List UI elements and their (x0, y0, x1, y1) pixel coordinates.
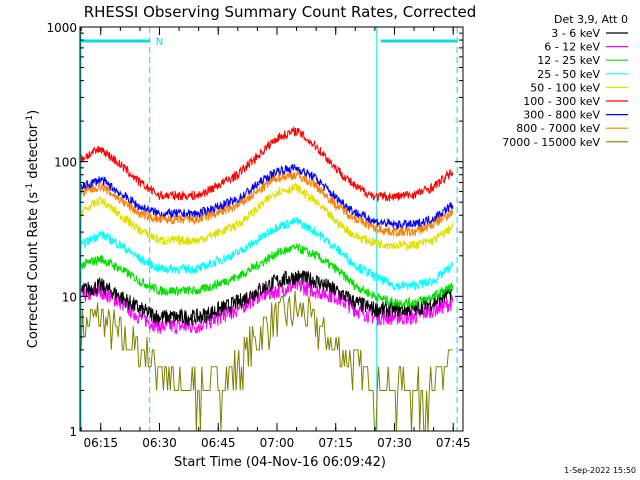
x-tick-label-6: 07:45 (436, 436, 471, 450)
legend-label-6: 300 - 800 keV (523, 109, 600, 122)
legend-label-5: 100 - 300 keV (523, 95, 600, 108)
legend-label-0: 3 - 6 keV (551, 27, 600, 40)
x-tick-label-2: 06:45 (201, 436, 236, 450)
night-marker-label: N (156, 37, 163, 48)
series-line-1 (80, 277, 454, 334)
timestamp: 1-Sep-2022 15:50 (564, 466, 636, 475)
series-line-5 (80, 126, 454, 203)
y-tick-label-2: 100 (54, 156, 77, 170)
legend-label-7: 800 - 7000 keV (516, 122, 600, 135)
y-axis-label-sup2: -1 (25, 115, 35, 124)
y-axis-label-end: ) (26, 110, 41, 115)
legend-label-4: 50 - 100 keV (530, 81, 600, 94)
legend-label-1: 6 - 12 keV (544, 41, 600, 54)
x-axis-label: Start Time (04-Nov-16 06:09:42) (174, 455, 386, 470)
legend-label-2: 12 - 25 keV (537, 54, 600, 67)
y-axis-label: Corrected Count Rate (s-1 detector-1) (25, 110, 41, 348)
series-line-7 (80, 170, 454, 238)
y-axis-label-sup1: -1 (25, 183, 35, 192)
series-line-2 (80, 243, 454, 309)
series-line-8 (80, 290, 453, 432)
series-layer (80, 126, 454, 432)
y-axis-label-main: Corrected Count Rate (s (26, 192, 41, 349)
legend-label-3: 25 - 50 keV (537, 68, 600, 81)
x-tick-label-1: 06:30 (142, 436, 177, 450)
x-tick-label-3: 07:00 (260, 436, 295, 450)
x-tick-label-5: 07:30 (377, 436, 412, 450)
y-tick-label-3: 1000 (46, 21, 77, 35)
plot-frame (79, 26, 464, 432)
legend-label-8: 7000 - 15000 keV (502, 136, 600, 149)
y-axis-label-mid: detector (26, 123, 41, 183)
axis-layer: 1 10 100 1000 06:15 06:30 06:45 07:00 07:15 07:30… (46, 21, 470, 450)
legend-header: Det 3,9, Att 0 (554, 13, 628, 26)
y-tick-label-0: 1 (69, 425, 77, 439)
series-line-6 (80, 164, 454, 230)
series-line-4 (80, 182, 454, 252)
y-tick-label-1: 10 (62, 290, 77, 304)
x-tick-label-0: 06:15 (83, 436, 118, 450)
series-line-3 (80, 216, 454, 292)
x-tick-label-4: 07:15 (318, 436, 353, 450)
chart-title: RHESSI Observing Summary Count Rates, Co… (84, 3, 477, 21)
